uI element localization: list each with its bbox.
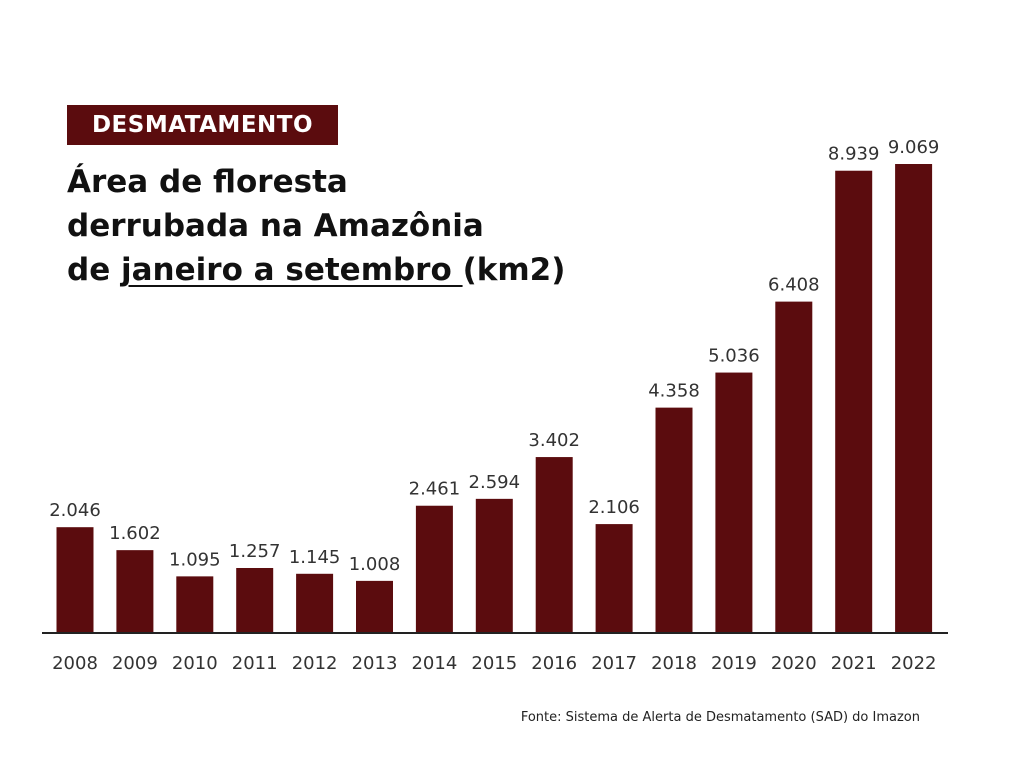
year-label-2008: 2008 [52,653,98,674]
bar-2020 [775,301,813,633]
value-label-2016: 3.402 [528,430,580,451]
year-label-2016: 2016 [531,653,577,674]
bar-2013 [356,580,393,633]
year-label-2012: 2012 [292,653,338,674]
title-line-2: derrubada na Amazônia [67,208,484,244]
year-label-2011: 2011 [232,653,278,674]
bar-2009 [116,550,154,633]
value-label-2008: 2.046 [49,500,101,521]
bar-2016 [535,457,573,633]
year-label-2017: 2017 [591,653,637,674]
value-label-2022: 9.069 [888,137,940,158]
bar-2018 [655,407,693,633]
year-label-2014: 2014 [411,653,457,674]
bar-2010 [176,576,214,633]
chart-title: Área de floresta derrubada na Amazônia d… [67,160,565,292]
value-label-2020: 6.408 [768,275,820,296]
title-prefix: de [67,252,122,288]
year-label-2009: 2009 [112,653,158,674]
year-label-2018: 2018 [651,653,697,674]
title-underlined: janeiro a setembro [121,252,463,288]
bar-2022 [895,164,933,633]
section-tag: DESMATAMENTO [67,105,338,145]
year-label-2021: 2021 [831,653,877,674]
year-label-2010: 2010 [172,653,218,674]
title-line-3: de janeiro a setembro (km2) [67,248,565,292]
bar-2008 [56,527,94,633]
value-label-2013: 1.008 [349,554,401,575]
source-note: Fonte: Sistema de Alerta de Desmatamento… [520,710,920,725]
value-label-2012: 1.145 [289,547,341,568]
bar-2017 [595,524,633,633]
value-label-2011: 1.257 [229,541,281,562]
value-label-2021: 8.939 [828,144,880,165]
bar-2012 [296,573,334,633]
value-label-2014: 2.461 [409,479,461,500]
value-label-2009: 1.602 [109,523,161,544]
value-label-2015: 2.594 [469,472,521,493]
title-line-1: Área de floresta [67,164,348,200]
title-suffix: (km2) [462,252,566,288]
year-label-2022: 2022 [891,653,937,674]
value-label-2019: 5.036 [708,346,760,367]
year-label-2013: 2013 [352,653,398,674]
bar-2011 [236,567,274,633]
bar-2015 [475,498,513,633]
year-label-2015: 2015 [471,653,517,674]
year-label-2019: 2019 [711,653,757,674]
year-label-2020: 2020 [771,653,817,674]
bar-2021 [835,170,873,633]
value-label-2010: 1.095 [169,549,221,570]
bar-2014 [415,505,453,633]
bar-2019 [715,372,753,633]
value-label-2018: 4.358 [648,381,700,402]
value-label-2017: 2.106 [588,497,640,518]
